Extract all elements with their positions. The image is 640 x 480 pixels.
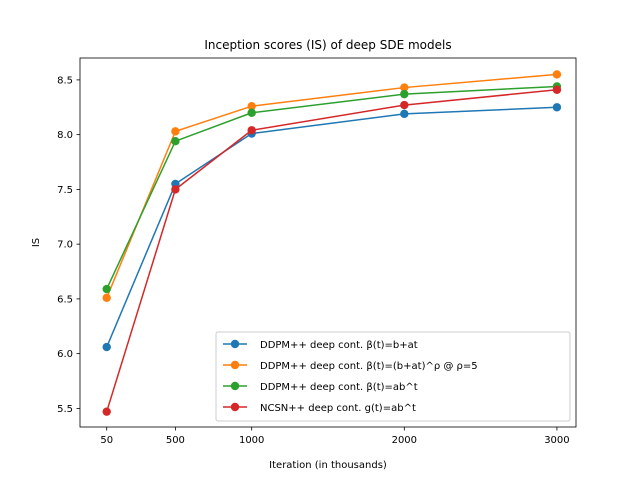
legend-box <box>215 331 571 422</box>
series-2-point <box>400 83 409 92</box>
legend-marker-1 <box>230 339 240 349</box>
series-3-point <box>400 89 409 99</box>
legend-marker-3 <box>230 381 240 391</box>
series-3-point <box>102 284 111 294</box>
y-axis: 5.5 6.0 6.5 7.0 7.5 8.0 8.5 <box>57 75 80 415</box>
legend-label-3: DDPM++ deep cont. β(t)=ab^t <box>260 382 418 393</box>
legend-marker-4 <box>230 402 240 412</box>
series-1-point <box>552 103 562 112</box>
x-tick-label: 1000 <box>239 435 264 446</box>
series-4-point <box>102 407 111 416</box>
x-tick-label: 2000 <box>392 435 417 446</box>
x-tick-label: 500 <box>166 435 185 446</box>
series-3-point <box>171 137 180 146</box>
legend-marker-2 <box>230 360 240 370</box>
series-2-point <box>552 70 562 79</box>
x-tick-label: 50 <box>100 435 113 446</box>
series-4-point <box>247 126 256 135</box>
series-2-point <box>247 101 256 111</box>
series-2-point <box>102 293 111 302</box>
y-tick-label: 8.0 <box>57 130 73 141</box>
y-tick-label: 6.0 <box>57 349 73 360</box>
series-4-point <box>171 185 180 194</box>
y-tick-label: 7.5 <box>57 185 73 196</box>
y-axis-label: IS <box>31 238 42 247</box>
x-axis-label: Iteration (in thousands) <box>269 460 387 471</box>
y-tick-label: 7.0 <box>57 240 73 251</box>
y-tick-label: 8.5 <box>57 75 73 86</box>
legend: DDPM++ deep cont. β(t)=b+at DDPM++ deep c… <box>215 331 571 422</box>
plot-frame <box>79 57 577 428</box>
y-tick-label: 6.5 <box>57 294 73 305</box>
plot-series <box>102 70 562 416</box>
legend-label-4: NCSN++ deep cont. g(t)=ab^t <box>260 403 416 414</box>
series-3-point <box>247 108 256 117</box>
series-4-point <box>400 100 409 110</box>
legend-label-2: DDPM++ deep cont. β(t)=(b+at)^ρ @ ρ=5 <box>260 361 478 372</box>
legend-label-1: DDPM++ deep cont. β(t)=b+at <box>260 340 418 351</box>
chart-title: Inception scores (IS) of deep SDE models <box>204 38 451 52</box>
series-2-point <box>171 127 180 136</box>
x-axis: 50 500 1000 2000 3000 <box>100 427 570 446</box>
series-1-point <box>102 342 111 352</box>
series-1-point <box>400 109 409 119</box>
series-4-point <box>552 85 562 94</box>
y-tick-label: 5.5 <box>57 404 73 415</box>
x-tick-label: 3000 <box>544 435 569 446</box>
